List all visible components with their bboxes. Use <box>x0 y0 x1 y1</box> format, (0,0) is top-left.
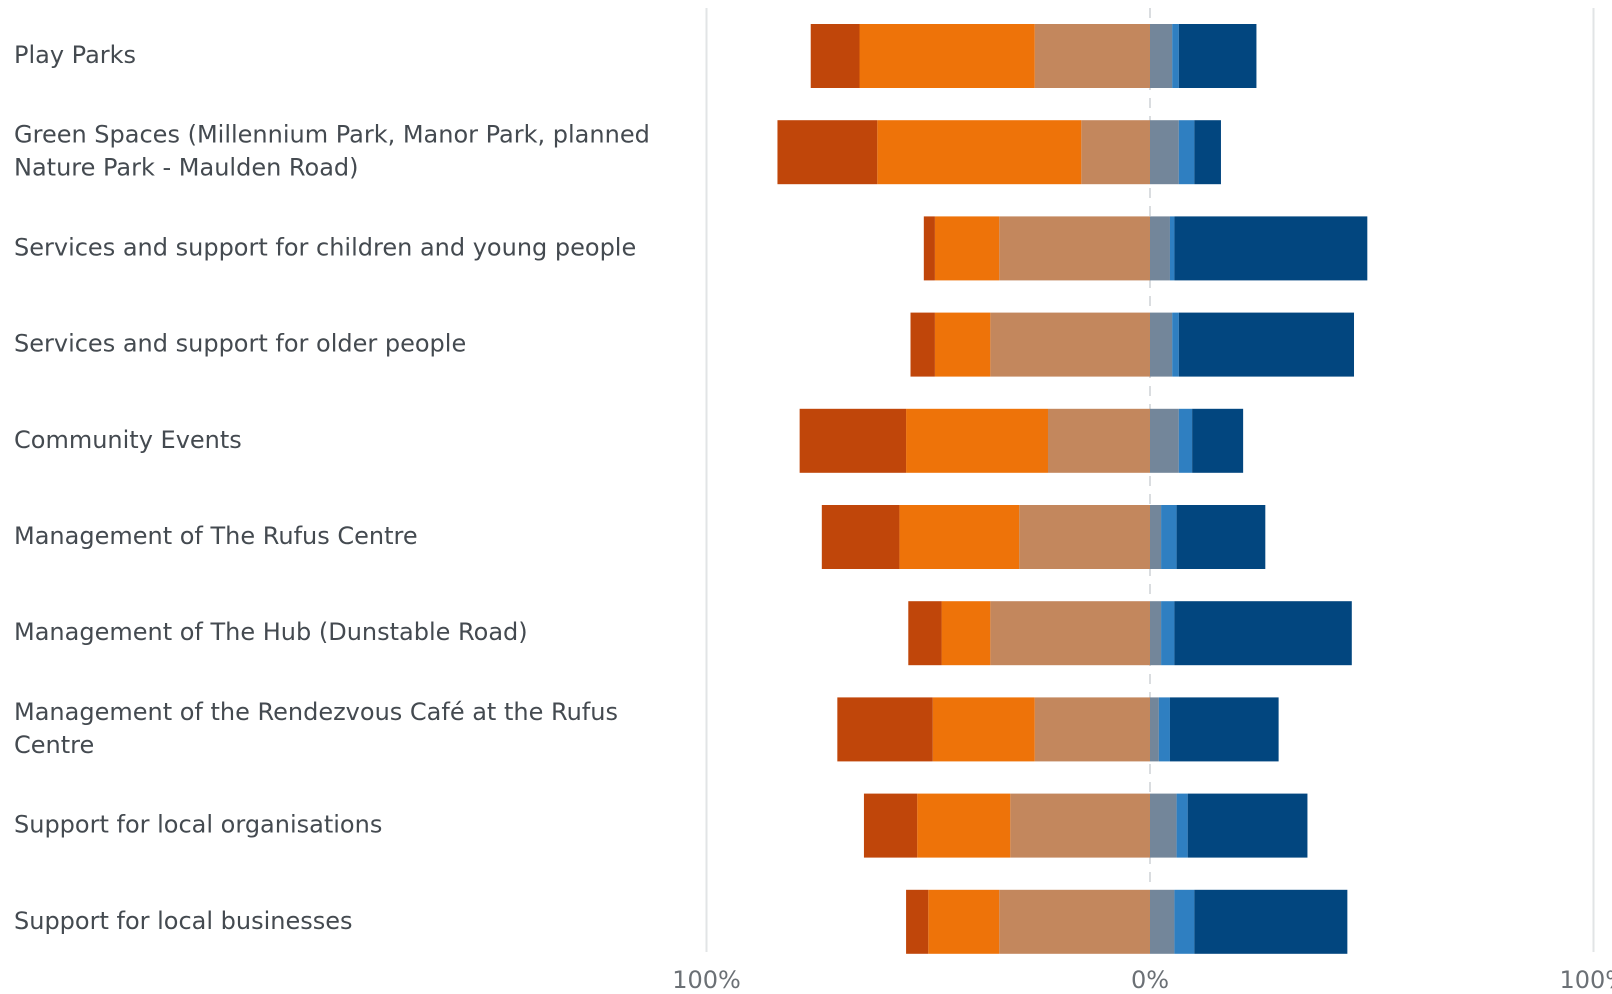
category-label-line: Community Events <box>14 426 242 454</box>
bar-segment <box>928 890 999 954</box>
category-label-line: Management of the Rendezvous Café at the… <box>14 698 618 726</box>
x-tick-label: 100% <box>1560 966 1612 990</box>
bar-segment <box>908 601 941 665</box>
bar-segment <box>1174 216 1367 280</box>
bar-segment <box>1150 794 1177 858</box>
bar-segment <box>1161 601 1174 665</box>
bar-segment <box>1150 409 1179 473</box>
bar-segment <box>1150 697 1159 761</box>
bar-segment <box>911 313 935 377</box>
bar-segment <box>1081 120 1150 184</box>
bar-segment <box>990 313 1150 377</box>
bar-segment <box>906 890 928 954</box>
category-label: Community Events <box>14 426 242 454</box>
bar-segment <box>1035 24 1150 88</box>
bar-segment <box>906 409 1048 473</box>
category-label-line: Management of The Hub (Dunstable Road) <box>14 618 528 646</box>
bar-segment <box>933 697 1035 761</box>
category-label: Services and support for older people <box>14 330 466 358</box>
bar-segment <box>1150 601 1161 665</box>
category-label-line: Play Parks <box>14 41 136 69</box>
bar-segment <box>999 216 1150 280</box>
bar-segment <box>1172 24 1179 88</box>
bar-segment <box>999 890 1150 954</box>
bar-segment <box>1188 794 1308 858</box>
bar-segment <box>1170 216 1174 280</box>
bar-segment <box>899 505 1019 569</box>
bar-segment <box>1150 216 1170 280</box>
category-labels: Play Parks Green Spaces (Millennium Park,… <box>14 41 650 935</box>
bar-segment <box>942 601 991 665</box>
bar-segment <box>837 697 932 761</box>
category-label: Management of The Rufus Centre <box>14 522 418 550</box>
x-tick-label: 100% <box>672 966 741 990</box>
bar-segment <box>1174 601 1351 665</box>
bar-segment <box>1174 890 1194 954</box>
bar-segment <box>1179 409 1192 473</box>
category-label: Play Parks <box>14 41 136 69</box>
category-label: Management of The Hub (Dunstable Road) <box>14 618 528 646</box>
bar-segment <box>1192 409 1243 473</box>
bar-segment <box>1150 505 1161 569</box>
category-label-line: Management of The Rufus Centre <box>14 522 418 550</box>
category-label: Support for local businesses <box>14 907 353 935</box>
category-label: Management of the Rendezvous Café at the… <box>14 698 618 759</box>
bar-segment <box>1010 794 1150 858</box>
x-tick-label: 0% <box>1131 966 1169 990</box>
bar-segment <box>1048 409 1150 473</box>
bar-segment <box>917 794 1010 858</box>
bar-segment <box>1150 890 1174 954</box>
bar-segment <box>1179 120 1195 184</box>
category-label-line: Green Spaces (Millennium Park, Manor Par… <box>14 121 650 149</box>
category-label-line: Support for local businesses <box>14 907 353 935</box>
bar-segment <box>935 216 999 280</box>
bar-segment <box>1179 313 1354 377</box>
bar-segment <box>1161 505 1177 569</box>
category-label-line: Services and support for older people <box>14 330 466 358</box>
bar-segment <box>811 24 860 88</box>
bar-segment <box>1150 313 1172 377</box>
bars <box>777 24 1367 954</box>
bar-segment <box>1159 697 1170 761</box>
bar-segment <box>860 24 1035 88</box>
bar-segment <box>877 120 1081 184</box>
bar-segment <box>1194 120 1221 184</box>
category-label-line: Nature Park - Maulden Road) <box>14 154 359 182</box>
bar-segment <box>1179 24 1257 88</box>
category-label: Services and support for children and yo… <box>14 233 636 261</box>
category-label-line: Services and support for children and yo… <box>14 233 636 261</box>
bar-segment <box>1170 697 1279 761</box>
bar-segment <box>1019 505 1150 569</box>
category-label-line: Centre <box>14 731 94 759</box>
bar-segment <box>800 409 906 473</box>
category-label: Support for local organisations <box>14 811 382 839</box>
bar-segment <box>777 120 877 184</box>
bar-segment <box>1194 890 1347 954</box>
bar-segment <box>822 505 900 569</box>
bar-segment <box>990 601 1150 665</box>
bar-segment <box>1035 697 1150 761</box>
bar-segment <box>1150 24 1172 88</box>
bar-segment <box>1177 505 1266 569</box>
bar-segment <box>1150 120 1179 184</box>
category-label: Green Spaces (Millennium Park, Manor Par… <box>14 121 650 182</box>
bar-segment <box>935 313 990 377</box>
bar-segment <box>924 216 935 280</box>
bar-segment <box>1172 313 1179 377</box>
bar-segment <box>1177 794 1188 858</box>
bar-segment <box>864 794 917 858</box>
category-label-line: Support for local organisations <box>14 811 382 839</box>
x-axis-ticks: 100% 0% 100% <box>672 966 1612 990</box>
